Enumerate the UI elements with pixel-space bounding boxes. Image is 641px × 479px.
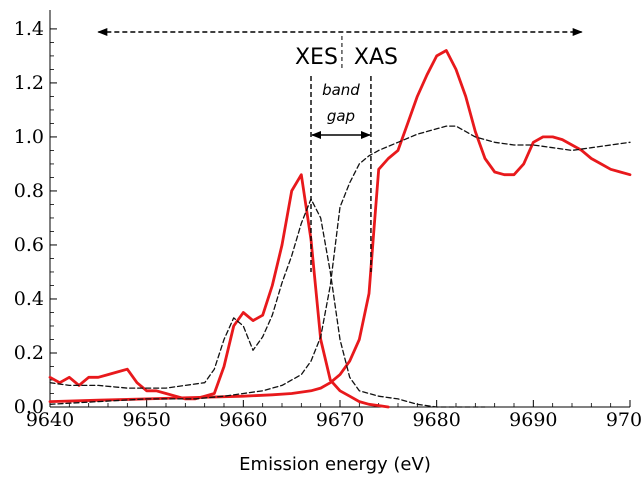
annotation-xas: XAS bbox=[354, 45, 398, 70]
x-tick-label-9680: 9680 bbox=[412, 409, 460, 431]
x-axis-label: Emission energy (eV) bbox=[239, 454, 431, 475]
series-line-3 bbox=[49, 198, 486, 408]
y-tick-label-6: 1.2 bbox=[14, 72, 44, 94]
x-tick-label-9670: 9670 bbox=[316, 409, 364, 431]
y-tick-label-0: 0.0 bbox=[14, 396, 44, 418]
series-line-4 bbox=[49, 125, 631, 405]
x-tick-label-9640: 9640 bbox=[26, 409, 74, 431]
annotation-xes: XES bbox=[295, 45, 338, 70]
series-layer bbox=[48, 49, 632, 409]
series-line-2 bbox=[48, 49, 632, 403]
y-tick-label-3: 0.6 bbox=[14, 234, 44, 256]
x-tick-label-9650: 9650 bbox=[122, 409, 170, 431]
series-line-1 bbox=[48, 173, 390, 409]
y-tick-label-4: 0.8 bbox=[14, 180, 44, 202]
annotation-gap: gap bbox=[327, 107, 355, 125]
annotation-band: band bbox=[322, 81, 360, 99]
y-tick-label-2: 0.4 bbox=[14, 288, 44, 310]
y-tick-label-5: 1.0 bbox=[14, 126, 44, 148]
y-tick-label-1: 0.2 bbox=[14, 342, 44, 364]
x-tick-label-9690: 9690 bbox=[509, 409, 557, 431]
y-tick-label-7: 1.4 bbox=[14, 18, 44, 40]
x-tick-label-9660: 9660 bbox=[219, 409, 267, 431]
annotation-layer: XES XAS band gap bbox=[97, 28, 583, 272]
